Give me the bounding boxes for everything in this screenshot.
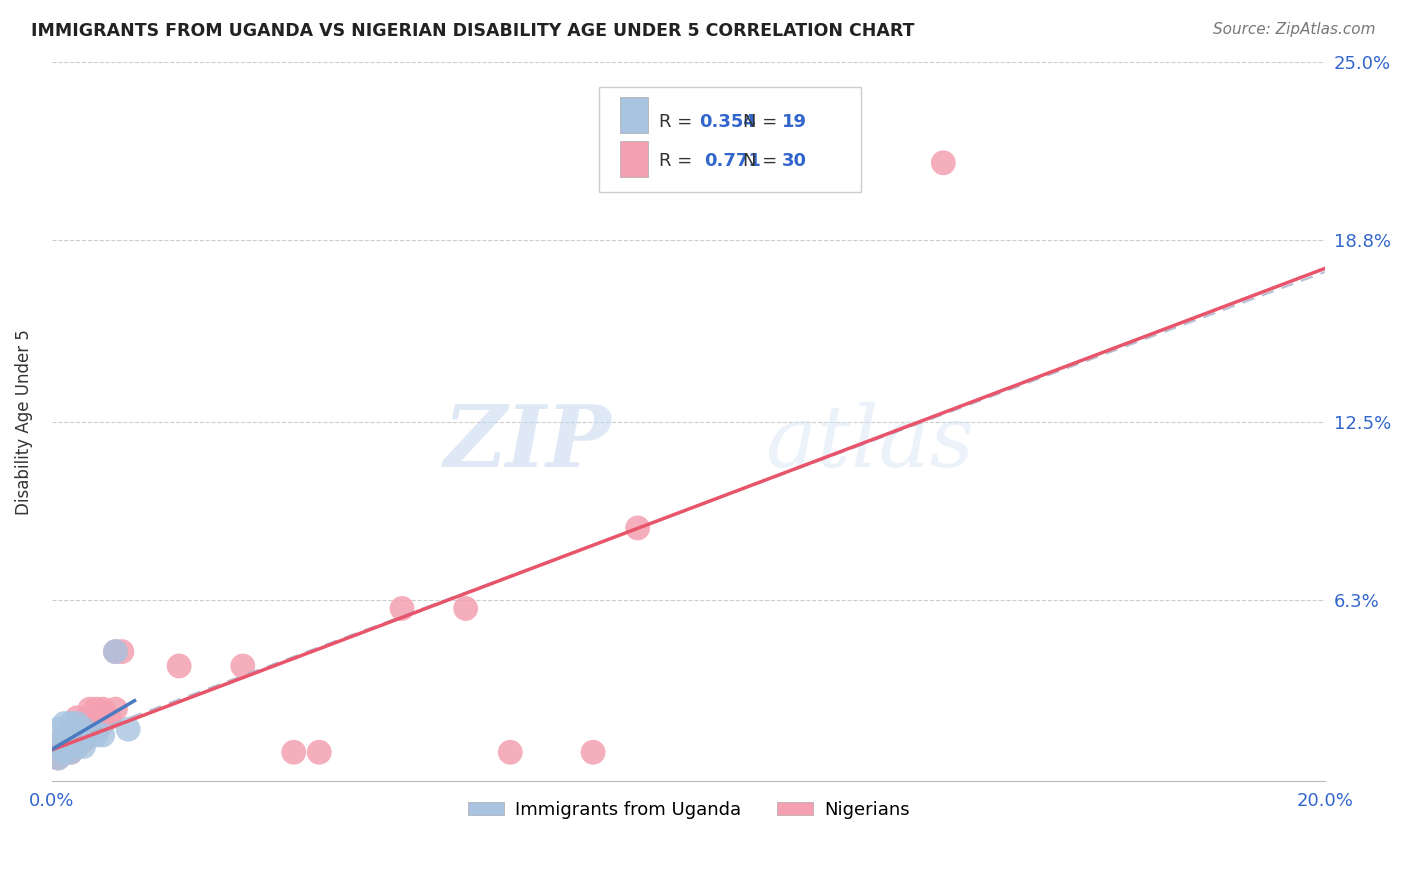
Y-axis label: Disability Age Under 5: Disability Age Under 5	[15, 328, 32, 515]
FancyBboxPatch shape	[620, 97, 648, 133]
Point	[66, 716, 89, 731]
Point	[117, 723, 139, 737]
Point	[86, 728, 108, 742]
Point	[91, 702, 114, 716]
Point	[72, 739, 94, 754]
Point	[104, 644, 127, 658]
Point	[72, 716, 94, 731]
Point	[111, 644, 134, 658]
Point	[499, 745, 522, 759]
Point	[53, 716, 76, 731]
Point	[391, 601, 413, 615]
Point	[79, 702, 101, 716]
Point	[232, 659, 254, 673]
Point	[627, 521, 650, 535]
Text: 19: 19	[782, 113, 807, 131]
Point	[582, 745, 605, 759]
Point	[72, 723, 94, 737]
Text: 30: 30	[782, 152, 807, 169]
Point	[454, 601, 477, 615]
Point	[59, 731, 82, 745]
Point	[59, 745, 82, 759]
Text: N =: N =	[744, 113, 783, 131]
Point	[86, 723, 108, 737]
Point	[91, 728, 114, 742]
Point	[66, 728, 89, 742]
Text: 0.771: 0.771	[704, 152, 761, 169]
Text: N =: N =	[744, 152, 783, 169]
Point	[308, 745, 330, 759]
Point	[59, 716, 82, 731]
Point	[53, 745, 76, 759]
Point	[46, 751, 69, 765]
Point	[46, 739, 69, 754]
Point	[86, 702, 108, 716]
Point	[59, 745, 82, 759]
Point	[104, 702, 127, 716]
Point	[53, 731, 76, 745]
Point	[53, 745, 76, 759]
Text: Source: ZipAtlas.com: Source: ZipAtlas.com	[1212, 22, 1375, 37]
Point	[98, 711, 121, 725]
Point	[283, 745, 305, 759]
Point	[932, 155, 955, 169]
Point	[167, 659, 190, 673]
Point	[53, 728, 76, 742]
Point	[66, 739, 89, 754]
Point	[46, 751, 69, 765]
Point	[66, 739, 89, 754]
Legend: Immigrants from Uganda, Nigerians: Immigrants from Uganda, Nigerians	[461, 794, 917, 826]
Point	[104, 644, 127, 658]
Point	[59, 723, 82, 737]
Text: IMMIGRANTS FROM UGANDA VS NIGERIAN DISABILITY AGE UNDER 5 CORRELATION CHART: IMMIGRANTS FROM UGANDA VS NIGERIAN DISAB…	[31, 22, 914, 40]
Text: R =: R =	[659, 152, 704, 169]
Point	[46, 723, 69, 737]
Point	[72, 733, 94, 747]
FancyBboxPatch shape	[599, 87, 860, 192]
Text: atlas: atlas	[765, 401, 974, 484]
Point	[79, 723, 101, 737]
Point	[46, 739, 69, 754]
Point	[79, 728, 101, 742]
Text: ZIP: ZIP	[444, 401, 612, 485]
Text: 0.354: 0.354	[699, 113, 755, 131]
FancyBboxPatch shape	[620, 141, 648, 177]
Point	[66, 711, 89, 725]
Point	[91, 716, 114, 731]
Text: R =: R =	[659, 113, 699, 131]
